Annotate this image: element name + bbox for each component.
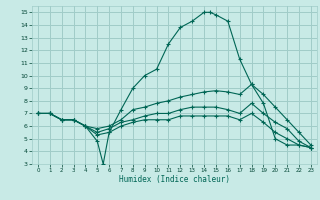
X-axis label: Humidex (Indice chaleur): Humidex (Indice chaleur)	[119, 175, 230, 184]
